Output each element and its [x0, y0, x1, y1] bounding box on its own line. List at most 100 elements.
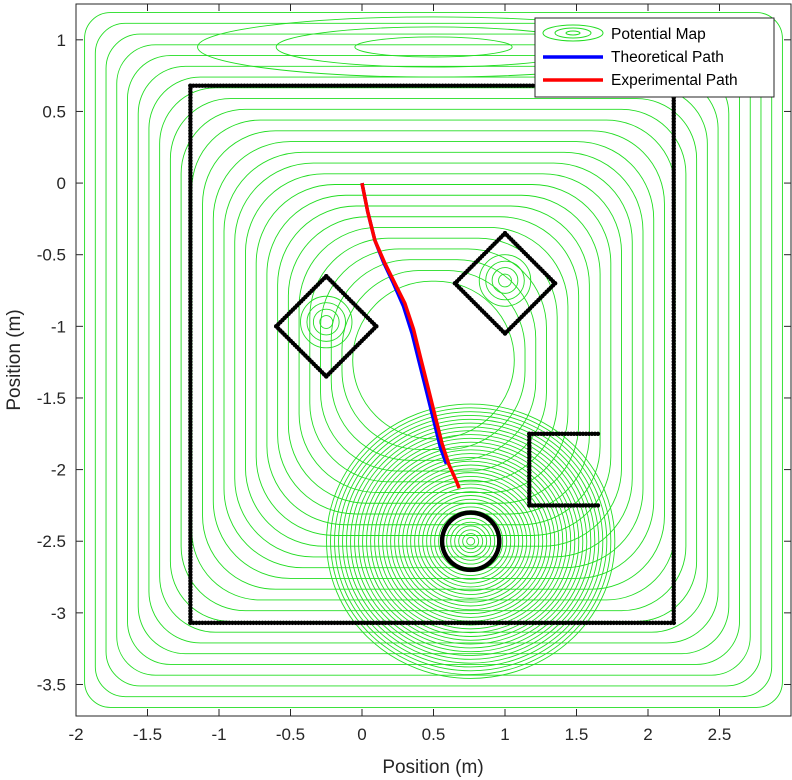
contour-line [84, 12, 783, 708]
legend-entry-experimental-path: Experimental Path [543, 72, 738, 89]
contour-line [116, 44, 751, 676]
y-tick-label: 0 [57, 174, 66, 193]
contour-line [94, 22, 773, 698]
contour-line [326, 403, 616, 679]
y-tick-label: -2.5 [37, 532, 66, 551]
x-tick-label: 0 [357, 725, 366, 744]
contour-line [446, 517, 496, 565]
x-axis-ticks: -2 -1.5 -1 -0.5 0 0.5 1 1.5 2 2.5 [68, 4, 731, 744]
x-tick-label: 1.5 [565, 725, 589, 744]
contour-line [342, 418, 600, 664]
x-tick-label: -1.5 [133, 725, 162, 744]
legend-entry-theoretical-path: Theoretical Path [543, 49, 724, 66]
contour-line [320, 248, 547, 472]
contour-line [366, 441, 576, 641]
contour-line [450, 521, 492, 561]
legend-label-potential-map: Potential Map [611, 26, 706, 43]
contour-line [255, 184, 612, 536]
contour-line [406, 479, 536, 603]
x-tick-label: 2.5 [708, 725, 732, 744]
x-tick-label: -2 [68, 725, 83, 744]
contour-line [352, 280, 515, 440]
y-tick-label: -3 [51, 604, 66, 623]
contour-line [334, 411, 608, 672]
contour-line [277, 205, 590, 515]
y-tick-label: -3.5 [37, 675, 66, 694]
experimental-path-line [360, 182, 461, 489]
contour-line [319, 315, 334, 329]
contour-line [378, 453, 564, 630]
x-tick-label: 2 [643, 725, 652, 744]
contour-line [374, 449, 568, 634]
y-tick-label: 1 [57, 31, 66, 50]
x-tick-label: -1 [211, 725, 226, 744]
legend: Potential Map Theoretical Path Experimen… [534, 17, 775, 98]
potential-map-contours [84, 12, 783, 708]
y-axis-label: Position (m) [4, 309, 25, 410]
contour-line [287, 216, 580, 504]
contour-line [234, 162, 633, 558]
contour-line [330, 259, 537, 461]
y-tick-label: -2 [51, 461, 66, 480]
contour-line [394, 468, 548, 615]
contour-line [478, 254, 532, 307]
y-tick-label: -1.5 [37, 389, 66, 408]
contour-line [382, 456, 560, 626]
contour-line [306, 302, 347, 342]
contour-line [266, 194, 601, 526]
x-tick-label: -0.5 [276, 725, 305, 744]
contour-line [354, 430, 588, 653]
contour-line [414, 487, 528, 596]
contour-line [245, 173, 622, 547]
contour-line [402, 475, 540, 607]
x-tick-label: 0.5 [422, 725, 446, 744]
y-axis-ticks: 1 0.5 0 -0.5 -1 -1.5 -2 -2.5 -3 -3.5 [37, 31, 791, 694]
contour-line [485, 260, 525, 301]
contour-line [398, 472, 544, 611]
contour-line [180, 108, 687, 612]
contour-line [358, 434, 584, 649]
obstacle-point [497, 540, 502, 545]
contour-line [458, 529, 484, 554]
contour-line [223, 151, 644, 569]
contour-line [298, 227, 569, 493]
contour-line [330, 407, 612, 676]
contour-line [338, 415, 604, 668]
obstacle-point [595, 503, 601, 508]
contour-line [410, 483, 532, 599]
contour-line [390, 464, 552, 618]
contour-line [370, 445, 572, 637]
contour-line [127, 55, 740, 665]
obstacle-point [324, 273, 329, 279]
contour-line [300, 295, 353, 349]
path-lines [360, 182, 461, 489]
obstacle-point [188, 83, 193, 88]
y-tick-label: -0.5 [37, 246, 66, 265]
x-axis-label: Position (m) [382, 757, 483, 778]
contour-line [422, 495, 520, 588]
obstacle-point [502, 231, 508, 236]
contour-line [430, 502, 512, 580]
contour-line [491, 267, 519, 294]
contour-line [498, 273, 512, 288]
contour-line [312, 308, 340, 336]
contour-line [202, 130, 665, 590]
contour-line [454, 525, 488, 557]
contour-line [346, 422, 596, 660]
legend-label-experimental-path: Experimental Path [611, 72, 738, 89]
legend-entry-potential-map: Potential Map [542, 24, 706, 43]
y-tick-label: -1 [51, 317, 66, 336]
contour-line [426, 498, 516, 584]
contour-line [362, 437, 580, 645]
contour-line [212, 141, 655, 579]
contour-line [354, 36, 513, 58]
contour-line [462, 533, 480, 550]
legend-contour-icon [542, 24, 604, 42]
y-tick-label: 0.5 [42, 102, 66, 121]
contour-line [418, 491, 524, 592]
contour-line [434, 506, 508, 576]
legend-label-theoretical-path: Theoretical Path [611, 49, 724, 66]
contour-line [105, 33, 762, 687]
obstacle-points [188, 83, 676, 626]
